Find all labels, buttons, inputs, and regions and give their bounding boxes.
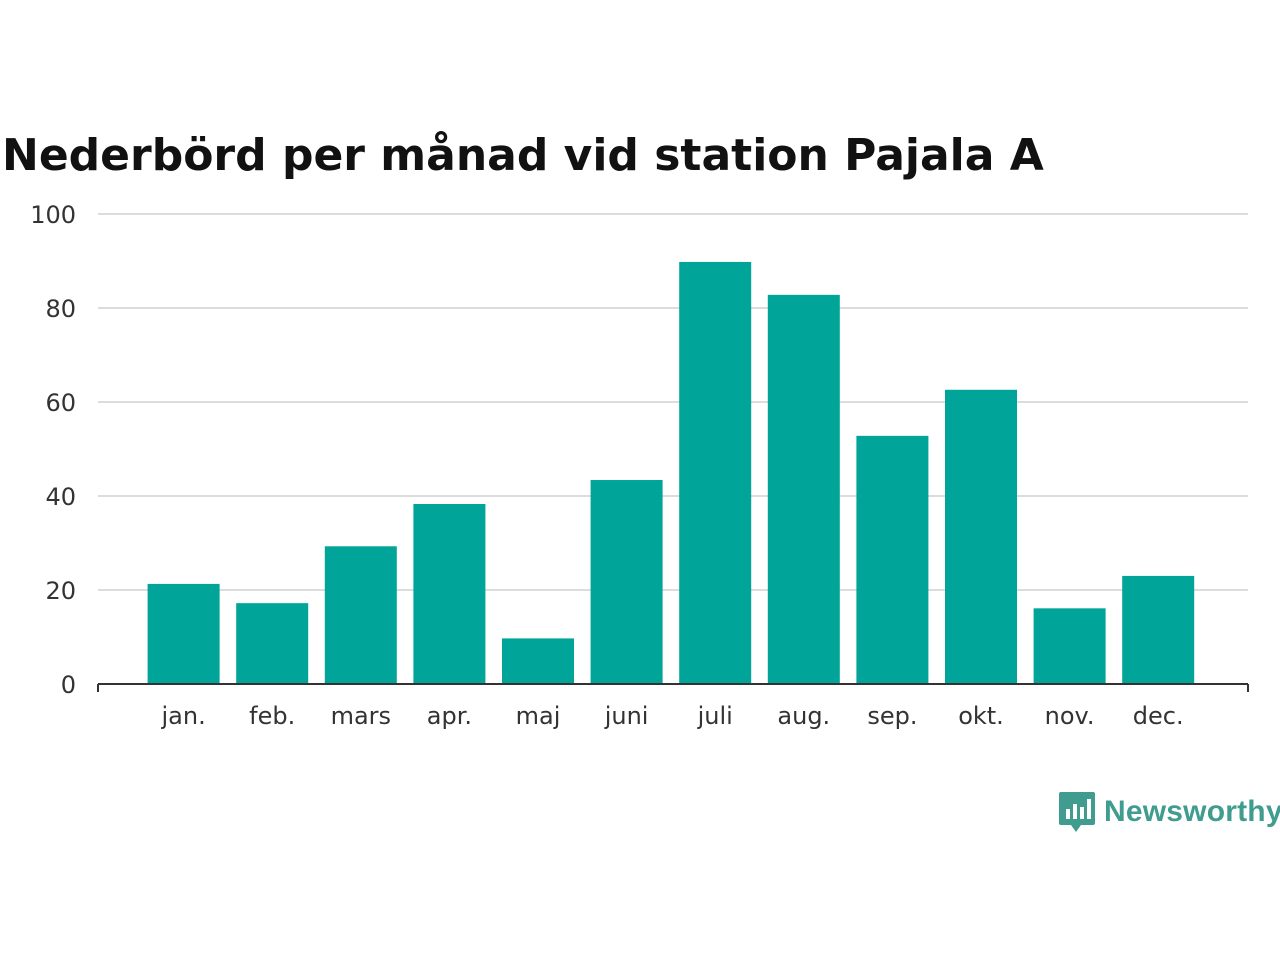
bar [324, 546, 397, 684]
x-tick-label: nov. [1045, 702, 1095, 730]
x-tick-label: feb. [249, 702, 295, 730]
bar [502, 638, 574, 684]
x-tick-label: aug. [777, 702, 830, 730]
y-tick-label: 60 [45, 389, 76, 417]
x-tick-label: juli [697, 702, 733, 730]
x-tick-label: sep. [867, 702, 917, 730]
y-tick-label: 40 [45, 483, 76, 511]
x-tick-label: jan. [160, 702, 205, 730]
x-tick-label: okt. [958, 702, 1004, 730]
bar [236, 603, 309, 684]
x-tick-label: apr. [427, 702, 472, 730]
y-tick-label: 100 [30, 201, 76, 229]
x-axis [97, 683, 1249, 692]
bar [413, 503, 486, 684]
x-tick-label: dec. [1133, 702, 1184, 730]
x-tick-label: mars [331, 702, 391, 730]
newsworthy-logo-icon [1059, 792, 1095, 832]
bars [147, 261, 1195, 684]
x-tick-label: maj [516, 702, 561, 730]
bar [679, 261, 752, 684]
y-tick-label: 80 [45, 295, 76, 323]
bar [1122, 575, 1195, 684]
y-tick-label: 20 [45, 577, 76, 605]
bar [147, 583, 220, 684]
x-tick-label: juni [604, 702, 649, 730]
bar [945, 389, 1017, 684]
bar [767, 294, 840, 684]
x-tick-labels: jan. feb. mars apr. maj juni juli aug. sep. okt. n… [160, 702, 1183, 730]
brand-name: Newsworthy [1104, 795, 1280, 828]
newsworthy-brand: Newsworthy [1058, 790, 1280, 834]
bar [1033, 608, 1106, 684]
y-tick-label: 0 [61, 671, 76, 699]
bar [856, 435, 929, 684]
y-tick-labels: 0 20 40 60 80 100 [30, 201, 76, 699]
bar [590, 480, 663, 684]
chart-title: Nederbörd per månad vid station Pajala A [2, 130, 1044, 181]
gridlines [98, 213, 1248, 591]
